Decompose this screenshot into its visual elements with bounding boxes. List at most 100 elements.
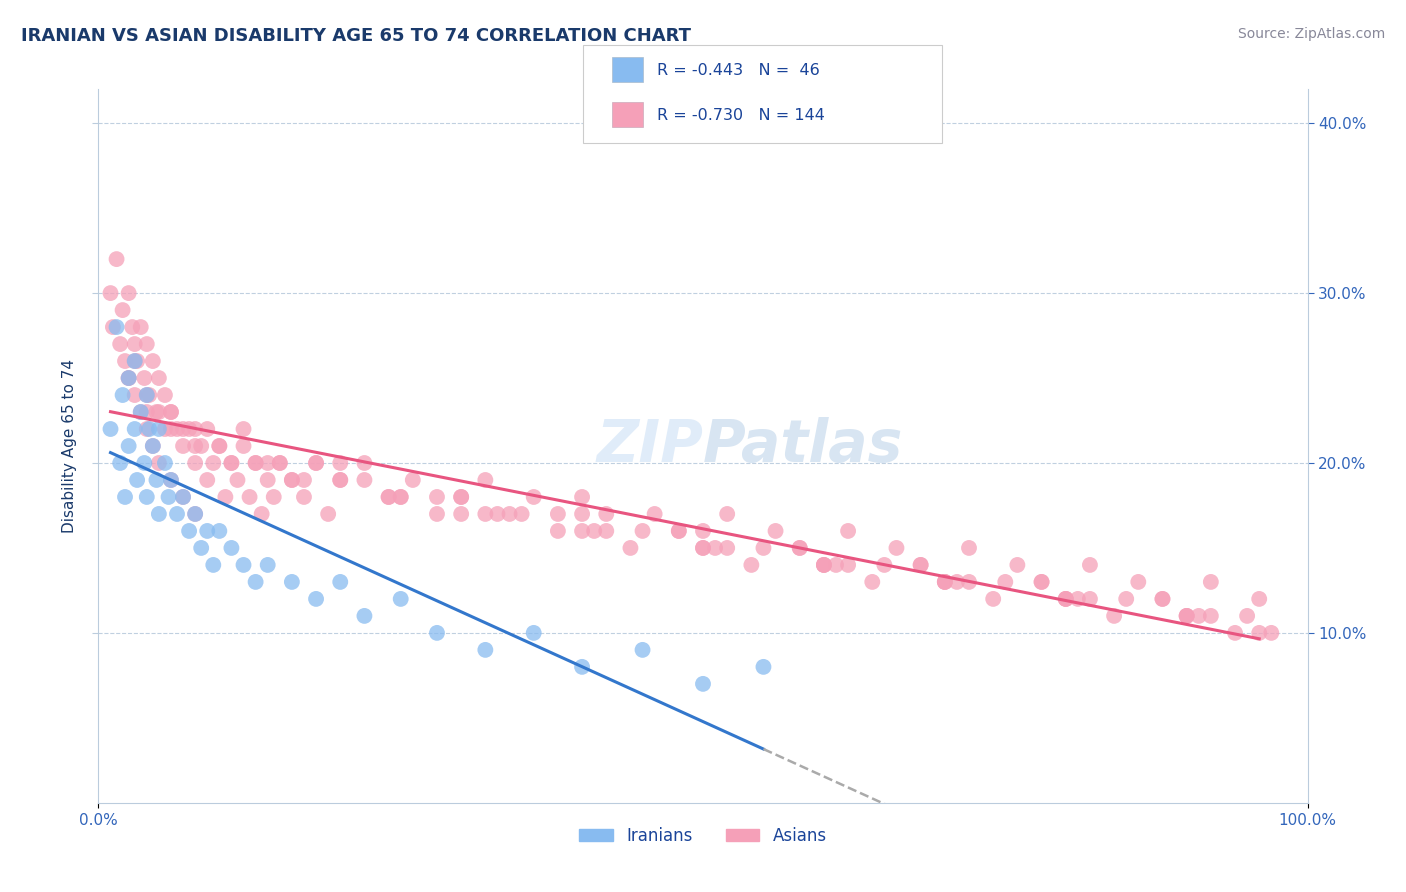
Point [1175,608,1198,623]
Point [166,422,188,436]
Point [934,574,956,589]
Point [644,507,666,521]
Point [239,490,262,504]
Point [114,354,136,368]
Point [860,574,883,589]
Point [1199,574,1222,589]
Point [329,473,352,487]
Point [129,320,152,334]
Y-axis label: Disability Age 65 to 74: Disability Age 65 to 74 [62,359,77,533]
Point [232,558,254,572]
Point [571,524,593,538]
Point [127,473,149,487]
Point [184,507,207,521]
Point [910,558,932,572]
Point [100,286,122,301]
Point [195,473,218,487]
Point [789,541,811,555]
Point [692,541,714,555]
Point [124,354,146,368]
Point [148,422,170,436]
Point [305,456,328,470]
Text: R = -0.730   N = 144: R = -0.730 N = 144 [657,108,824,122]
Point [135,388,157,402]
Point [105,252,128,266]
Point [118,371,141,385]
Point [208,439,231,453]
Point [1223,626,1246,640]
Point [1249,591,1271,606]
Point [1249,626,1271,640]
Point [281,473,304,487]
Point [118,286,141,301]
Point [129,405,152,419]
Point [148,405,170,419]
Point [668,524,690,538]
Point [179,422,201,436]
Point [184,507,207,521]
Point [426,490,449,504]
Point [450,490,472,504]
Point [1078,591,1101,606]
Point [631,643,654,657]
Point [145,405,167,419]
Point [547,507,569,521]
Point [571,507,593,521]
Point [250,507,273,521]
Point [957,574,980,589]
Point [142,439,165,453]
Point [138,422,160,436]
Point [190,541,212,555]
Point [190,439,212,453]
Point [142,439,165,453]
Point [716,541,738,555]
Point [153,388,176,402]
Point [329,456,352,470]
Point [1152,591,1174,606]
Point [510,507,533,521]
Point [1188,608,1211,623]
Point [910,558,932,572]
Point [353,608,375,623]
Point [172,490,194,504]
Point [108,456,131,470]
Point [740,558,762,572]
Point [108,337,131,351]
Point [1236,608,1258,623]
Point [134,371,156,385]
Point [583,524,606,538]
Point [245,456,267,470]
Point [160,473,183,487]
Point [232,422,254,436]
Point [195,524,218,538]
Point [377,490,399,504]
Point [523,490,546,504]
Point [825,558,848,572]
Point [245,456,267,470]
Point [208,524,231,538]
Point [1199,608,1222,623]
Point [263,490,285,504]
Point [160,473,183,487]
Text: R = -0.443   N =  46: R = -0.443 N = 46 [657,63,820,78]
Point [946,574,969,589]
Point [124,354,146,368]
Text: IRANIAN VS ASIAN DISABILITY AGE 65 TO 74 CORRELATION CHART: IRANIAN VS ASIAN DISABILITY AGE 65 TO 74… [21,27,692,45]
Point [256,473,278,487]
Point [202,456,225,470]
Point [184,422,207,436]
Point [402,473,425,487]
Point [127,354,149,368]
Point [1260,626,1282,640]
Point [450,507,472,521]
Point [1115,591,1137,606]
Point [101,320,124,334]
Point [269,456,291,470]
Point [256,456,278,470]
Point [957,541,980,555]
Text: ZIP: ZIP [596,417,703,475]
Point [292,473,315,487]
Point [1175,608,1198,623]
Point [1031,574,1053,589]
Point [886,541,908,555]
